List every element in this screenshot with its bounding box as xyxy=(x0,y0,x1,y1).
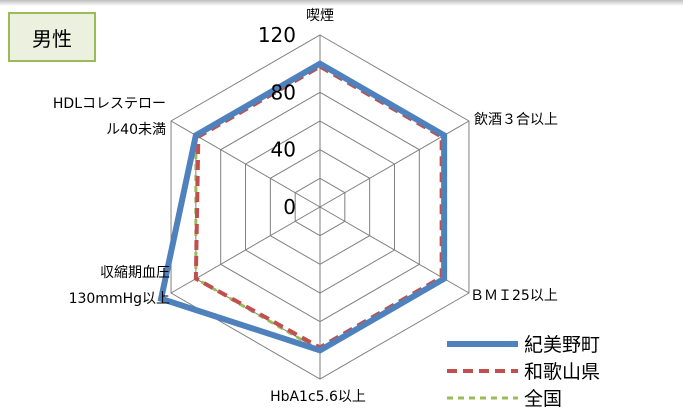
axis-label: 喫煙 xyxy=(306,8,334,24)
legend-label: 和歌山県 xyxy=(524,361,600,383)
legend-label: 紀美野町 xyxy=(524,334,600,356)
legend-label: 全国 xyxy=(524,388,562,410)
gender-badge: 男性 xyxy=(8,12,96,62)
tick-label: 0 xyxy=(283,195,296,219)
tick-label: 120 xyxy=(258,23,296,47)
axis-label: ＢＭＩ25以上 xyxy=(470,288,558,304)
series-line xyxy=(157,60,448,354)
top-shadow xyxy=(0,0,683,6)
tick-label: 40 xyxy=(271,138,296,162)
axis-label: 飲酒３合以上 xyxy=(474,112,558,128)
series-line xyxy=(193,64,444,350)
axis-label: HbA1c5.6以上 xyxy=(270,389,366,405)
tick-label: 80 xyxy=(271,80,296,104)
radar-grid xyxy=(170,34,470,380)
radar-series xyxy=(157,60,448,354)
axis-label: HDLコレステロール40未満 xyxy=(53,96,166,138)
axis-label: 収縮期血圧 130mmHg以上 xyxy=(69,265,170,307)
